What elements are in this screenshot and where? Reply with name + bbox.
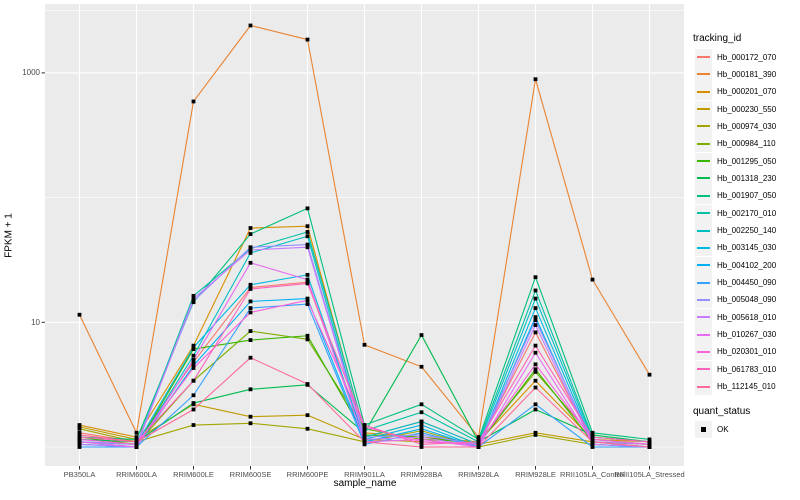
legend-item-label: Hb_061783_010: [717, 364, 777, 374]
y-tick-label: 10: [31, 317, 40, 327]
legend-item-label: Hb_010267_030: [717, 330, 777, 340]
series-color-key: [695, 222, 712, 239]
series-color-key: [695, 378, 712, 396]
series-color-key: [695, 169, 712, 187]
series-color-key: [695, 308, 712, 326]
legend-item-label: Hb_000172_070: [717, 52, 777, 62]
x-tick-label: RRIM928LA: [458, 470, 499, 479]
x-tick-label: RRIM600PE: [286, 470, 329, 479]
legend-item: Hb_000230_550: [695, 100, 776, 118]
legend-item: Hb_000974_030: [695, 117, 776, 135]
series-color-key: [695, 100, 712, 118]
series-color-key: [695, 152, 712, 170]
legend-item: Hb_001318_230: [695, 169, 776, 187]
legend-title-quant-status: quant_status: [693, 406, 751, 417]
legend-item: Hb_003145_030: [695, 239, 776, 257]
black-square-icon: [701, 426, 706, 432]
legend-item-ok: OK: [695, 420, 729, 438]
series-color-key: [695, 83, 712, 101]
x-tick-label: RRIM600LE: [173, 470, 214, 479]
series-color-key: [695, 274, 712, 292]
legend-item: Hb_112145_010: [695, 378, 776, 396]
y-tick-label: 1000: [22, 68, 40, 78]
series-color-key: [695, 204, 712, 222]
legend-item-label: Hb_000201_070: [717, 87, 777, 97]
x-tick-label: RRII105LA_Control: [559, 470, 626, 479]
legend-item: Hb_005048_090: [695, 291, 776, 309]
x-tick-label: RRII105LA_Stressed: [614, 470, 685, 479]
legend-item: Hb_000201_070: [695, 83, 776, 101]
series-color-key: [695, 65, 712, 83]
series-color-key: [695, 117, 712, 135]
legend-item-label: OK: [717, 424, 729, 434]
series-color-key: [695, 48, 712, 66]
x-axis-title: sample_name: [333, 478, 397, 489]
legend-item-label: Hb_000974_030: [717, 121, 777, 131]
legend-item-label: Hb_004102_200: [717, 260, 777, 270]
legend-item-label: Hb_000230_550: [717, 104, 777, 114]
legend-item-label: Hb_000181_390: [717, 69, 777, 79]
legend-item: Hb_001295_050: [695, 152, 776, 170]
legend-item-label: Hb_001318_230: [717, 173, 777, 183]
legend-item: Hb_001907_050: [695, 187, 776, 205]
legend-item: Hb_000172_070: [695, 48, 776, 66]
legend-item-label: Hb_000984_110: [717, 139, 776, 149]
x-tick-label: RRIM600SE: [229, 470, 272, 479]
legend-item: Hb_000181_390: [695, 65, 776, 83]
legend-item: Hb_010267_030: [695, 326, 776, 344]
series-color-key: [695, 343, 712, 361]
series-color-key: [695, 239, 712, 257]
legend-item-label: Hb_020301_010: [717, 347, 777, 357]
x-tick-label: RRIM901LA: [344, 470, 385, 479]
legend-item-label: Hb_005618_010: [717, 312, 777, 322]
legend-item: Hb_005618_010: [695, 308, 776, 326]
legend-item: Hb_004450_090: [695, 274, 776, 292]
x-tick-label: RRIM928BA: [400, 470, 443, 479]
legend-item-label: Hb_002170_010: [717, 208, 777, 218]
legend-item-label: Hb_003145_030: [717, 243, 777, 253]
legend-item-label: Hb_001907_050: [717, 191, 777, 201]
legend-item: Hb_002170_010: [695, 204, 776, 222]
series-color-key: [695, 187, 712, 205]
legend-item: Hb_020301_010: [695, 343, 776, 361]
ok-marker-key: [695, 420, 712, 438]
series-color-key: [695, 291, 712, 309]
series-color-key: [695, 326, 712, 344]
legend-title-tracking-id: tracking_id: [693, 33, 742, 44]
legend-item: Hb_002250_140: [695, 222, 776, 240]
x-tick-label: PB350LA: [63, 470, 96, 479]
x-tick-label: RRIM928LE: [515, 470, 556, 479]
legend-item-label: Hb_002250_140: [717, 226, 777, 235]
y-axis-title: FPKM + 1: [3, 213, 15, 258]
legend-item-label: Hb_004450_090: [717, 278, 777, 288]
legend-item-label: Hb_112145_010: [717, 382, 776, 392]
legend-item: Hb_000984_110: [695, 135, 776, 153]
legend-item: Hb_004102_200: [695, 256, 776, 274]
x-tick-label: RRIM600LA: [116, 470, 157, 479]
legend-item-label: Hb_005048_090: [717, 295, 777, 305]
legend-item: Hb_061783_010: [695, 360, 776, 378]
series-color-key: [695, 256, 712, 274]
series-color-key: [695, 135, 712, 153]
series-color-key: [695, 360, 712, 378]
legend-item-label: Hb_001295_050: [717, 156, 777, 166]
